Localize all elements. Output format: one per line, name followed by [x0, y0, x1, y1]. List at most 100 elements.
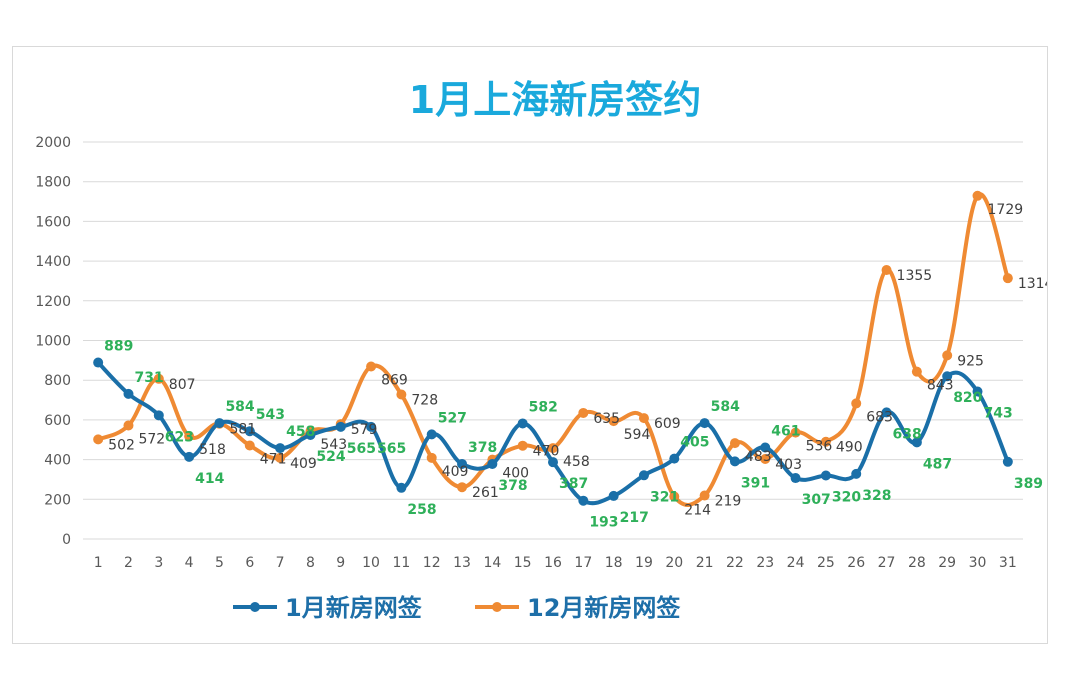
- x-tick-label: 12: [423, 555, 441, 571]
- data-label: 584: [711, 399, 740, 415]
- chart-title: 1月上海新房签约: [409, 78, 701, 122]
- x-tick-label: 7: [276, 555, 285, 571]
- data-point: [669, 453, 680, 464]
- data-label: 565: [377, 441, 406, 457]
- x-tick-label: 10: [362, 555, 380, 571]
- y-tick-label: 1600: [35, 214, 71, 230]
- series-layer: [93, 190, 1013, 507]
- data-point: [729, 456, 740, 467]
- data-point: [548, 443, 558, 454]
- x-tick-label: 27: [878, 555, 896, 571]
- data-point: [729, 438, 740, 449]
- data-label: 217: [620, 510, 649, 526]
- data-label: 731: [134, 370, 163, 386]
- data-point: [790, 427, 801, 438]
- data-point: [851, 398, 862, 409]
- x-tick-label: 23: [756, 555, 774, 571]
- data-label: 320: [832, 489, 861, 505]
- data-point: [1002, 456, 1013, 467]
- data-point: [244, 440, 255, 451]
- data-point: [578, 407, 589, 418]
- data-point: [487, 458, 498, 469]
- y-tick-label: 200: [44, 492, 71, 508]
- legend: 1月新房网签 12月新房网签: [233, 594, 681, 622]
- data-label: 307: [802, 492, 831, 508]
- x-tick-label: 3: [154, 555, 163, 571]
- data-label: 378: [468, 440, 497, 456]
- legend-swatch-marker: [250, 602, 260, 612]
- data-label: 471: [260, 452, 287, 468]
- data-label: 743: [984, 406, 1013, 422]
- data-point: [820, 436, 831, 447]
- data-label: 728: [411, 392, 438, 408]
- x-tick-label: 2: [124, 555, 133, 571]
- data-point: [305, 429, 316, 440]
- data-point: [881, 265, 892, 276]
- data-label: 470: [533, 444, 560, 460]
- data-label: 321: [650, 489, 679, 505]
- data-label: 391: [741, 475, 770, 491]
- data-point: [851, 468, 862, 479]
- data-point: [93, 434, 104, 445]
- data-point: [244, 426, 255, 437]
- x-tick-label: 31: [999, 555, 1017, 571]
- data-point: [578, 495, 589, 506]
- data-label: 584: [225, 399, 254, 415]
- data-label: 524: [316, 449, 345, 465]
- data-point: [760, 454, 771, 465]
- data-point: [396, 389, 407, 400]
- data-point: [911, 437, 922, 448]
- data-point: [366, 421, 377, 432]
- data-point: [638, 413, 649, 424]
- x-tick-label: 29: [938, 555, 956, 571]
- data-label: 609: [654, 416, 681, 432]
- x-tick-label: 30: [969, 555, 987, 571]
- data-point: [820, 470, 831, 481]
- data-point: [93, 357, 104, 368]
- data-label: 581: [229, 422, 256, 438]
- data-point: [608, 416, 619, 427]
- data-label: 572: [138, 431, 165, 447]
- data-point: [275, 443, 286, 454]
- data-label: 490: [836, 440, 863, 456]
- data-label: 409: [290, 456, 317, 472]
- y-tick-label: 1800: [35, 175, 71, 191]
- data-label: 414: [195, 471, 224, 487]
- y-tick-label: 1200: [35, 294, 71, 310]
- y-tick-label: 2000: [35, 135, 71, 151]
- x-tick-label: 1: [94, 555, 103, 571]
- data-label: 458: [563, 454, 590, 470]
- x-tick-label: 22: [726, 555, 744, 571]
- data-label: 543: [320, 437, 347, 453]
- data-point: [214, 418, 225, 429]
- legend-swatch-marker: [492, 602, 502, 612]
- data-label: 461: [771, 423, 800, 439]
- data-label: 527: [438, 410, 467, 426]
- x-tick-label: 20: [665, 555, 683, 571]
- y-tick-label: 1400: [35, 254, 71, 270]
- data-label: 1729: [988, 202, 1024, 218]
- x-tick-label: 11: [392, 555, 410, 571]
- data-point: [911, 366, 922, 377]
- data-point: [153, 373, 164, 384]
- data-point: [366, 361, 377, 372]
- data-label: 638: [893, 426, 922, 442]
- data-point: [426, 429, 437, 440]
- data-point: [972, 386, 983, 397]
- data-label: 409: [442, 464, 469, 480]
- data-point: [184, 451, 195, 462]
- data-label: 536: [806, 439, 833, 455]
- data-point: [790, 473, 801, 484]
- data-label: 389: [1014, 476, 1043, 492]
- data-point: [184, 431, 195, 442]
- data-label: 925: [957, 353, 984, 369]
- data-label: 623: [165, 429, 194, 445]
- data-label: 487: [923, 456, 952, 472]
- data-point: [335, 421, 346, 432]
- data-point: [426, 452, 437, 463]
- data-point: [760, 442, 771, 453]
- x-axis: 1 2 3 4 5 6 7 8 9 10 11 12 13 14 15 16 17 18 19 20 21 22 23 24 2…: [94, 555, 1017, 571]
- data-point: [881, 407, 892, 418]
- data-point: [699, 490, 710, 501]
